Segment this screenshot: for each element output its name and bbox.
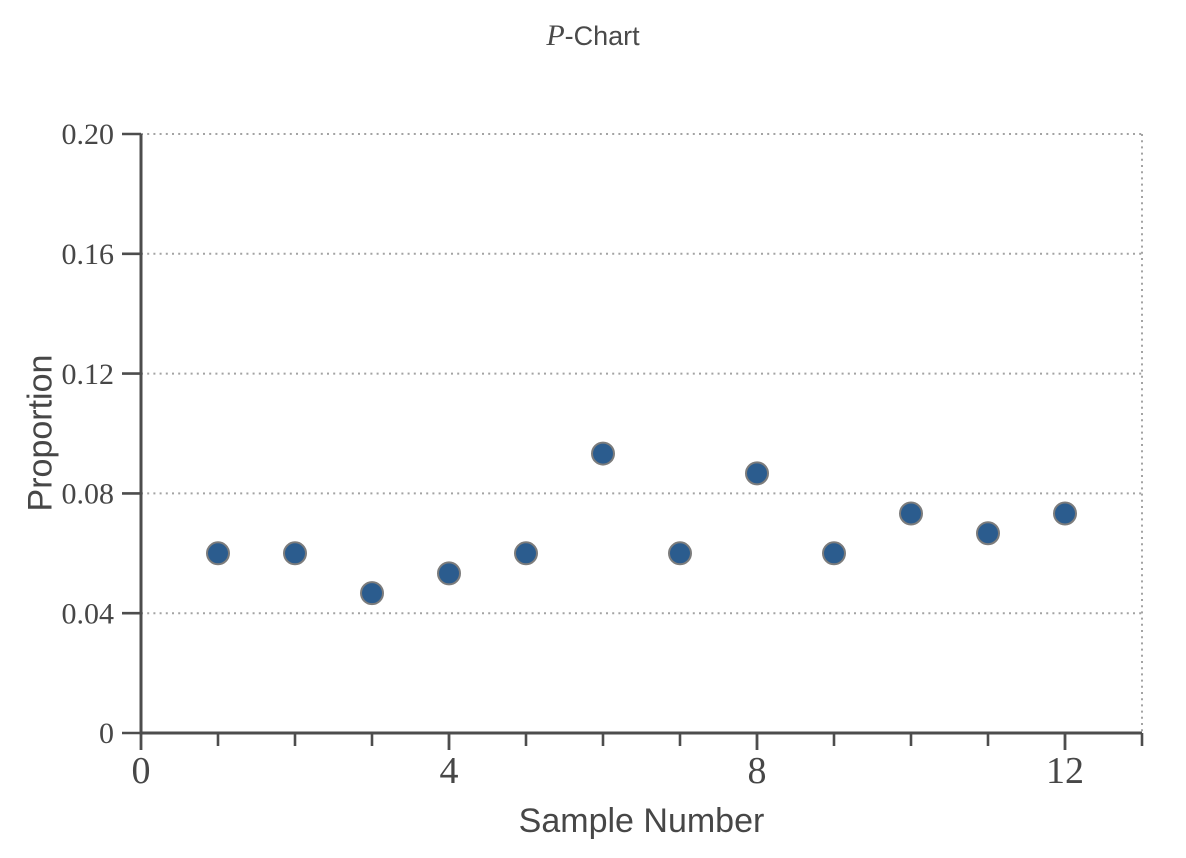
data-point	[514, 541, 538, 566]
chart-title-rest: -Chart	[564, 21, 640, 51]
chart-title: P-Chart	[0, 19, 1186, 52]
data-point	[1053, 501, 1077, 526]
data-point	[206, 541, 230, 566]
data-point	[822, 541, 846, 566]
y-axis-label: Proportion	[21, 354, 60, 512]
y-tick-label: 0.20	[62, 118, 115, 151]
x-tick-label: 12	[1046, 750, 1084, 792]
x-axis-label: Sample Number	[518, 802, 765, 840]
y-tick-label: 0.12	[62, 358, 115, 391]
y-tick-label: 0.16	[62, 238, 115, 271]
y-tick-label: 0.04	[62, 597, 115, 630]
data-point	[437, 561, 461, 586]
data-point	[283, 541, 307, 566]
y-tick-label: 0	[99, 717, 114, 750]
data-point	[899, 501, 923, 526]
data-point	[976, 521, 1000, 546]
data-point	[360, 581, 384, 606]
x-tick-label: 0	[132, 750, 151, 792]
x-tick-label: 8	[748, 750, 767, 792]
x-tick-label: 4	[440, 750, 459, 792]
y-tick-label: 0.08	[62, 478, 115, 511]
data-point	[591, 441, 615, 466]
data-point	[745, 461, 769, 486]
chart-title-italic-p: P	[546, 19, 565, 52]
data-point	[668, 541, 692, 566]
